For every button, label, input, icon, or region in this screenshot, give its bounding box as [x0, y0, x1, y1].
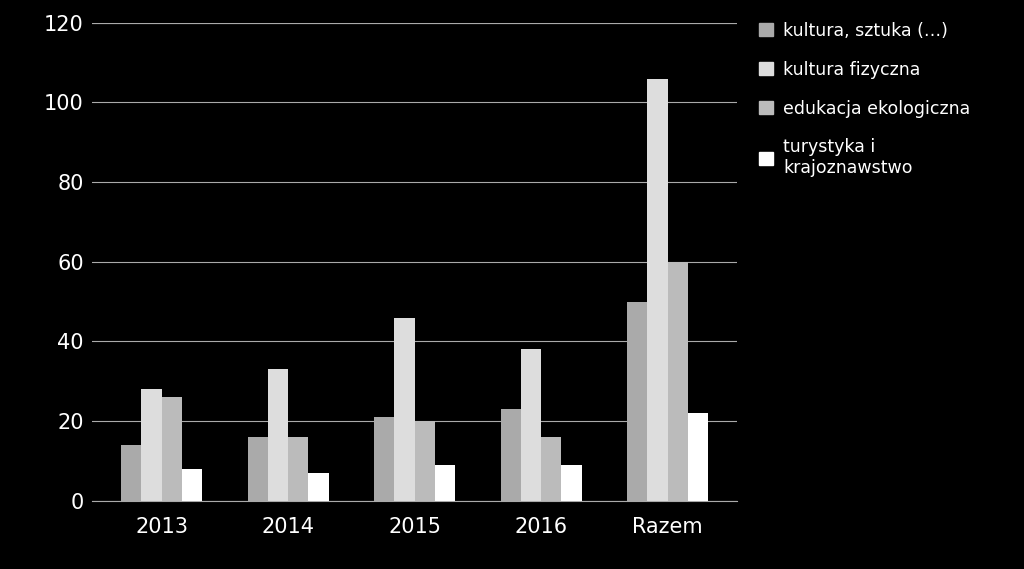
Bar	[121, 445, 141, 501]
Bar	[182, 469, 202, 501]
Bar	[501, 409, 521, 501]
Bar	[394, 318, 415, 501]
Bar	[374, 417, 394, 501]
Legend: kultura, sztuka (…), kultura fizyczna, edukacja ekologiczna, turystyka i
krajozn: kultura, sztuka (…), kultura fizyczna, e…	[759, 22, 971, 177]
Bar	[521, 349, 542, 501]
Bar	[668, 262, 688, 501]
Bar	[141, 389, 162, 501]
Bar	[628, 302, 647, 501]
Bar	[308, 473, 329, 501]
Bar	[688, 413, 709, 501]
Bar	[542, 437, 561, 501]
Bar	[268, 369, 288, 501]
Bar	[162, 397, 182, 501]
Bar	[288, 437, 308, 501]
Bar	[248, 437, 268, 501]
Bar	[435, 465, 456, 501]
Bar	[647, 79, 668, 501]
Bar	[561, 465, 582, 501]
Bar	[415, 421, 435, 501]
